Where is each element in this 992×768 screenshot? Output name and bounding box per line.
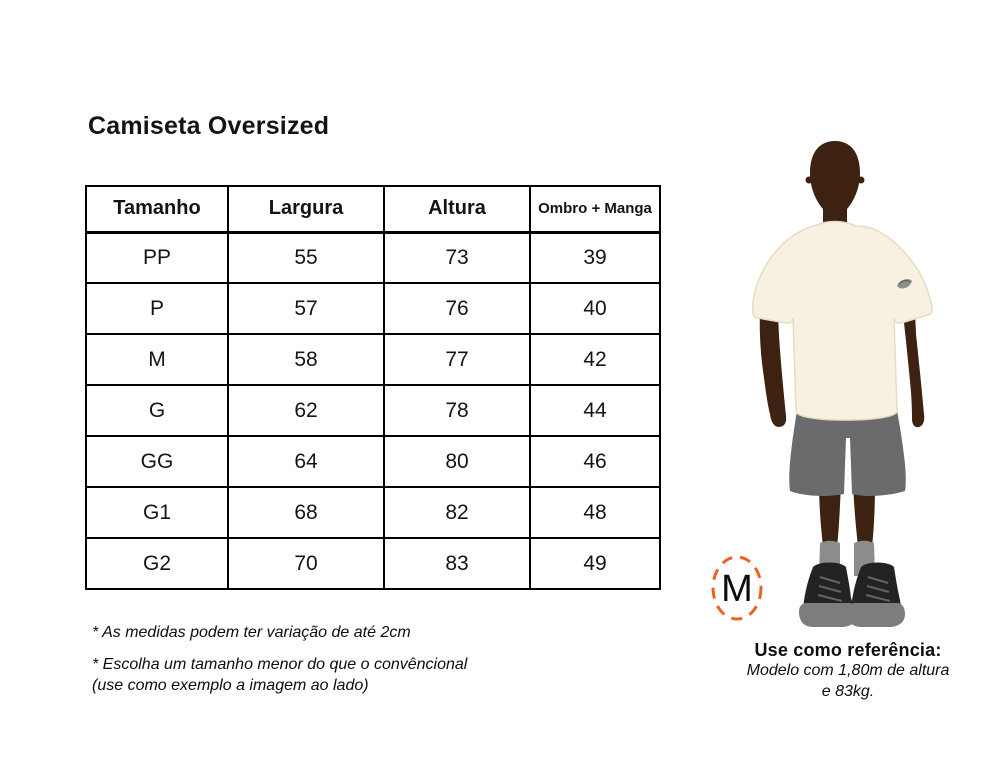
column-header-altura: Altura xyxy=(383,185,531,234)
table-row: G1 68 82 48 xyxy=(85,486,661,539)
largura-cell: 58 xyxy=(227,333,385,386)
size-cell: P xyxy=(85,282,229,335)
page-title: Camiseta Oversized xyxy=(88,112,330,140)
altura-cell: 82 xyxy=(383,486,531,539)
column-header-ombro-manga: Ombro + Manga xyxy=(529,185,661,234)
reference-line-2: e 83kg. xyxy=(821,682,875,700)
size-cell: PP xyxy=(85,231,229,284)
table-row: GG 64 80 46 xyxy=(85,435,661,488)
model-head xyxy=(805,141,865,235)
largura-cell: 68 xyxy=(227,486,385,539)
column-header-largura: Largura xyxy=(227,185,385,234)
altura-cell: 77 xyxy=(383,333,531,386)
altura-cell: 80 xyxy=(383,435,531,488)
ombro-manga-cell: 48 xyxy=(529,486,661,539)
model-arms xyxy=(759,310,925,428)
largura-cell: 57 xyxy=(227,282,385,335)
table-row: G 62 78 44 xyxy=(85,384,661,437)
largura-cell: 64 xyxy=(227,435,385,488)
largura-cell: 55 xyxy=(227,231,385,284)
size-badge-ring: M xyxy=(711,555,763,621)
table-row: PP 55 73 39 xyxy=(85,231,661,284)
reference-block: Use como referência: Modelo com 1,80m de… xyxy=(706,640,990,703)
size-cell: G2 xyxy=(85,537,229,590)
footnote-size-advice: * Escolha um tamanho menor do que o conv… xyxy=(92,655,468,694)
sleeve-logo-icon xyxy=(897,278,912,289)
size-table-header-row: Tamanho Largura Altura Ombro + Manga xyxy=(85,185,661,234)
footnotes: * As medidas podem ter variação de até 2… xyxy=(92,623,572,696)
model-illustration xyxy=(700,130,990,640)
largura-cell: 62 xyxy=(227,384,385,437)
size-table: Tamanho Largura Altura Ombro + Manga PP … xyxy=(85,185,661,590)
table-row: P 57 76 40 xyxy=(85,282,661,335)
altura-cell: 83 xyxy=(383,537,531,590)
size-cell: G xyxy=(85,384,229,437)
model-legs xyxy=(819,482,875,547)
footnote-measure-variation: * As medidas podem ter variação de até 2… xyxy=(92,624,411,641)
table-row: M 58 77 42 xyxy=(85,333,661,386)
size-cell: G1 xyxy=(85,486,229,539)
ombro-manga-cell: 42 xyxy=(529,333,661,386)
largura-cell: 70 xyxy=(227,537,385,590)
ombro-manga-cell: 44 xyxy=(529,384,661,437)
ombro-manga-cell: 40 xyxy=(529,282,661,335)
size-cell: M xyxy=(85,333,229,386)
ombro-manga-cell: 46 xyxy=(529,435,661,488)
table-row: G2 70 83 49 xyxy=(85,537,661,590)
altura-cell: 76 xyxy=(383,282,531,335)
badge-letter: M xyxy=(721,568,753,610)
dashed-ellipse-icon xyxy=(711,555,763,621)
size-cell: GG xyxy=(85,435,229,488)
reference-line-1: Modelo com 1,80m de altura xyxy=(746,662,950,679)
model-shirt xyxy=(751,220,933,421)
altura-cell: 78 xyxy=(383,384,531,437)
column-header-tamanho: Tamanho xyxy=(85,185,229,234)
size-badge: M xyxy=(708,552,766,624)
ombro-manga-cell: 49 xyxy=(529,537,661,590)
model-silhouette xyxy=(751,141,933,627)
altura-cell: 73 xyxy=(383,231,531,284)
model-shoes xyxy=(799,562,905,627)
ombro-manga-cell: 39 xyxy=(529,231,661,284)
reference-heading: Use como referência: xyxy=(754,640,942,660)
model-shorts xyxy=(789,405,906,496)
